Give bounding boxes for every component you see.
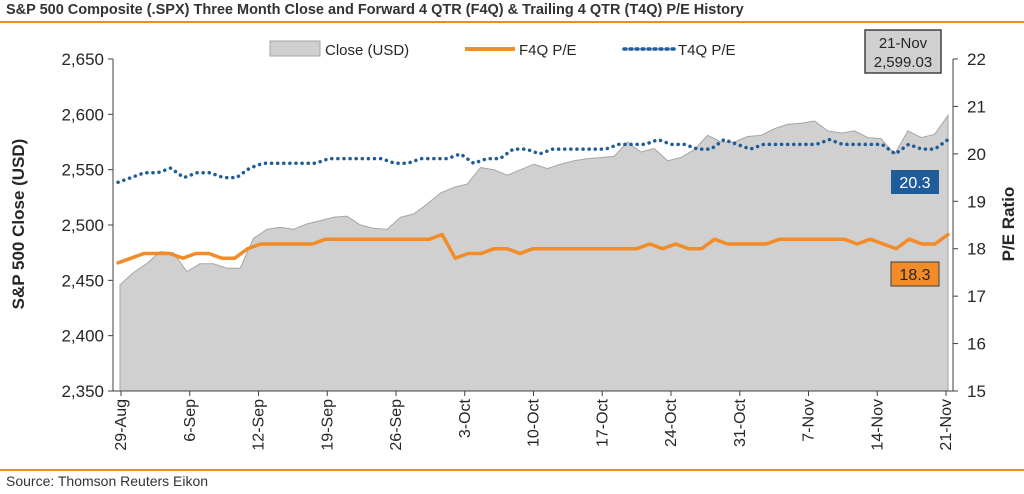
x-tick-label: 7-Nov — [801, 399, 818, 442]
y2-tick-label: 20 — [967, 145, 986, 164]
x-tick-label: 12-Sep — [251, 399, 268, 451]
y2-axis-title: P/E Ratio — [999, 187, 1018, 262]
legend-t4q-label: T4Q P/E — [678, 42, 736, 59]
x-tick-label: 14-Nov — [869, 399, 886, 451]
callout-close: 2,599.03 — [874, 54, 932, 71]
pe-lines-layer — [116, 137, 950, 265]
x-tick-label: 26-Sep — [388, 399, 405, 451]
legend: Close (USD) F4Q P/E T4Q P/E — [269, 40, 736, 59]
x-tick-label: 24-Oct — [663, 398, 680, 447]
x-tick-label: 3-Oct — [457, 398, 474, 438]
y2-tick-label: 17 — [967, 287, 986, 306]
t4q-end-label-box — [891, 170, 939, 194]
y-axis-title: S&P 500 Close (USD) — [9, 139, 28, 310]
y2-tick-label: 21 — [967, 97, 986, 116]
t4q-end-label-text: 20.3 — [899, 175, 930, 192]
y-tick-label: 2,350 — [61, 382, 104, 401]
x-tick-label: 17-Oct — [594, 398, 611, 447]
last-close-callout: 21-Nov 2,599.03 — [864, 29, 942, 74]
y2-tick-label: 22 — [967, 50, 986, 69]
x-tick-label: 19-Sep — [319, 399, 336, 451]
series-f4q-line — [116, 232, 950, 265]
y-tick-label: 2,400 — [61, 327, 104, 346]
y2-tick-label: 16 — [967, 335, 986, 354]
close-area-layer — [119, 113, 949, 392]
series-close-area — [119, 113, 949, 392]
chart-title: S&P 500 Composite (.SPX) Three Month Clo… — [6, 2, 744, 18]
y-tick-label: 2,650 — [61, 50, 104, 69]
x-tick-label: 21-Nov — [938, 399, 955, 451]
x-tick-label: 6-Sep — [182, 399, 199, 442]
x-tick-label: 10-Oct — [526, 398, 543, 447]
callout-date: 21-Nov — [879, 35, 928, 52]
source-note: Source: Thomson Reuters Eikon — [6, 473, 209, 489]
legend-f4q-label: F4Q P/E — [519, 42, 577, 59]
callout-box — [864, 29, 942, 74]
y2-tick-label: 18 — [967, 240, 986, 259]
y2-tick-label: 19 — [967, 192, 986, 211]
f4q-end-label-text: 18.3 — [899, 267, 930, 284]
x-tick-label: 31-Oct — [732, 398, 749, 447]
y-tick-label: 2,500 — [61, 216, 104, 235]
legend-close-label: Close (USD) — [325, 42, 409, 59]
x-tick-label: 29-Aug — [113, 399, 130, 451]
t4q-end-label: 20.3 — [891, 170, 939, 194]
source-rule — [0, 469, 1024, 471]
axes-layer: 2,350 2,400 2,450 2,500 2,550 2,600 2,650 15 16 1… — [61, 50, 985, 451]
y2-tick-label: 15 — [967, 382, 986, 401]
f4q-end-label-box — [890, 261, 940, 287]
legend-close-swatch — [269, 40, 321, 57]
y-tick-label: 2,550 — [61, 161, 104, 180]
y-tick-label: 2,600 — [61, 105, 104, 124]
f4q-end-label: 18.3 — [890, 261, 940, 287]
title-rule — [0, 21, 1024, 23]
y-tick-label: 2,450 — [61, 271, 104, 290]
